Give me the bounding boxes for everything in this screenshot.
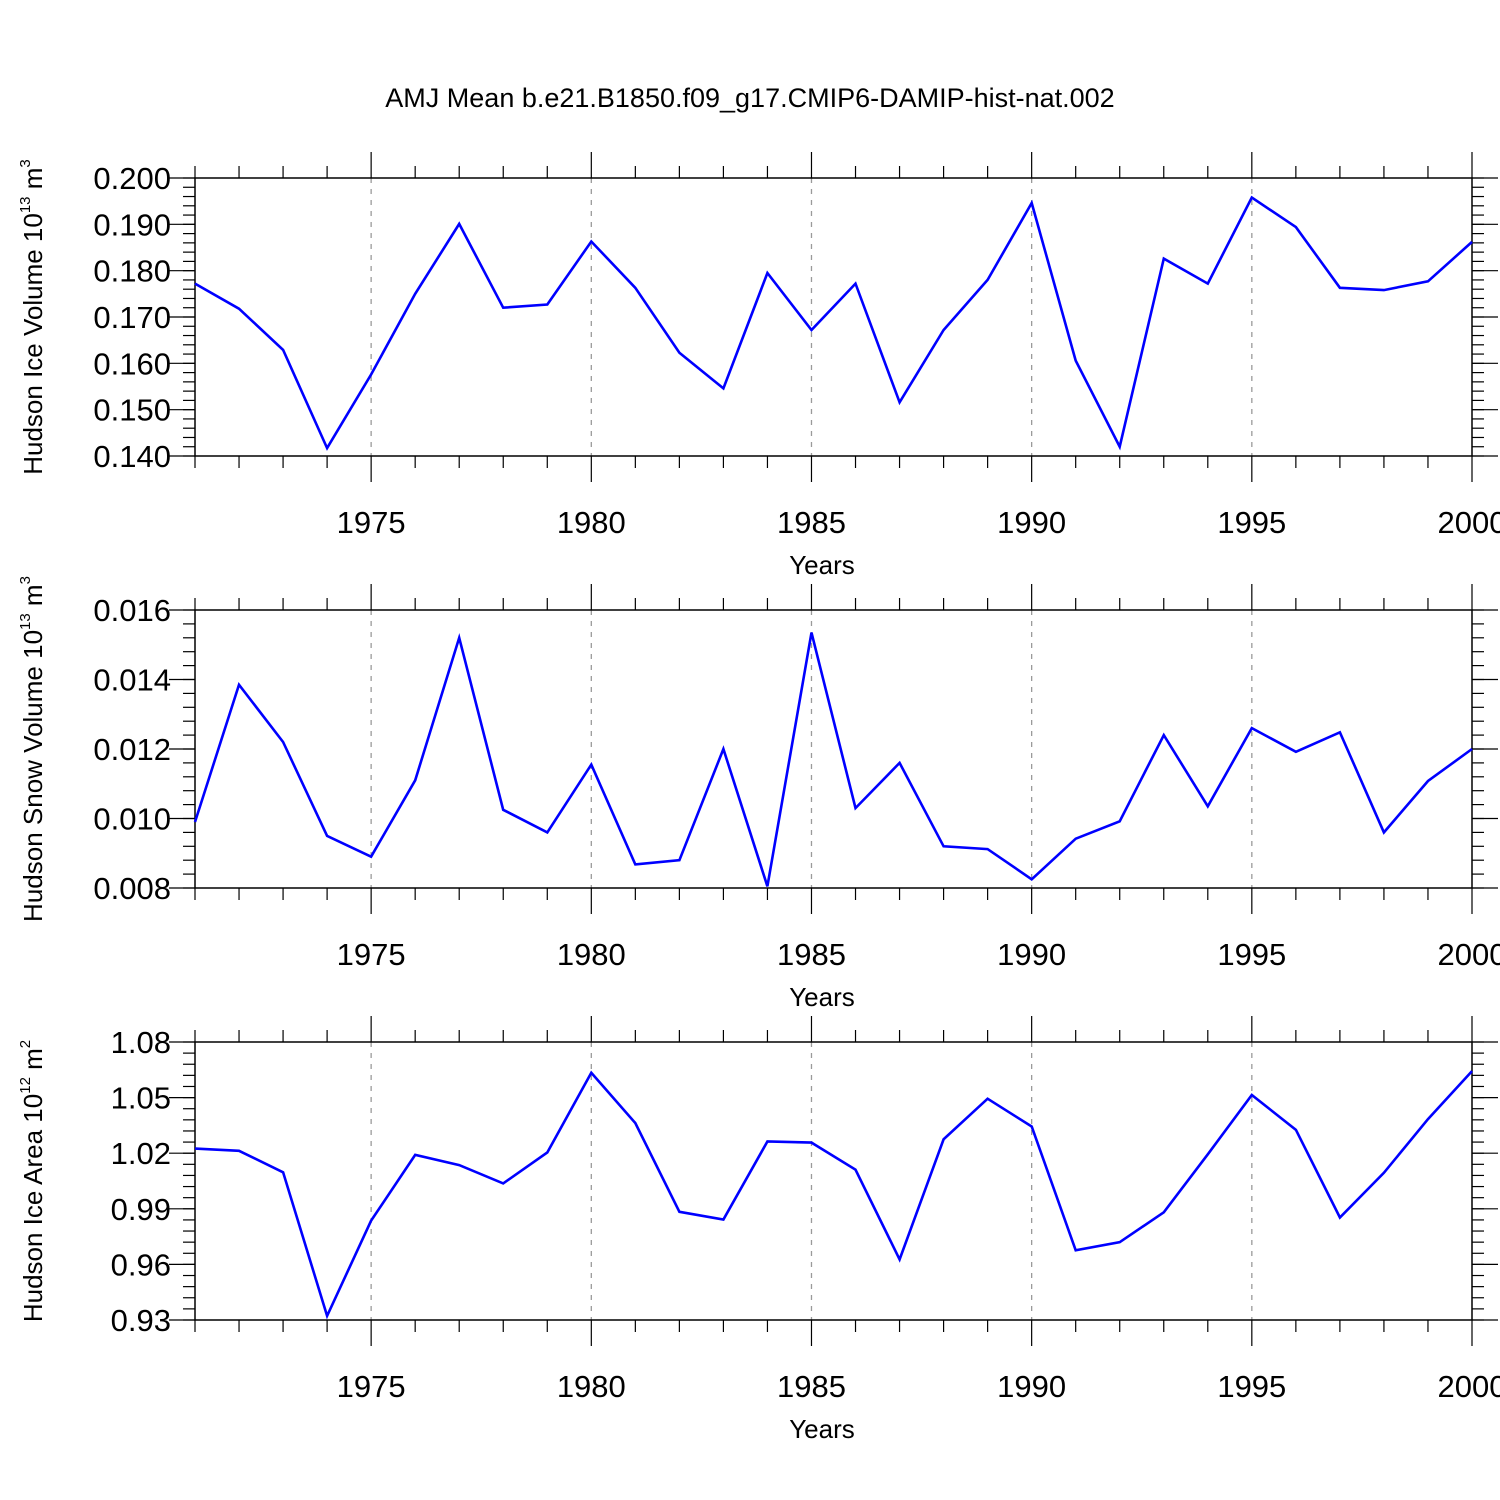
y-tick-label: 0.140 [93,439,171,474]
y-tick-label: 0.180 [93,254,171,289]
panel-1: 0.140 0.150 0.160 0.170 0.180 0.190 0.200 1975 1… [17,152,1500,580]
y-tick-label: 0.99 [111,1192,171,1227]
y-tick-label: 0.010 [93,802,171,837]
x-tick-label: 1995 [1217,937,1286,972]
y-tick-label: 1.05 [111,1081,171,1116]
figure-title: AMJ Mean b.e21.B1850.f09_g17.CMIP6-DAMIP… [385,83,1114,113]
x-tick-label: 2000 [1438,505,1500,540]
panel-3: 0.93 0.96 0.99 1.02 1.05 1.08 1975 1980 1985 1990… [17,1016,1500,1444]
x-tick-label: 1975 [337,505,406,540]
y-axis-label: Hudson Ice Area 1012 m2 [17,1040,48,1322]
x-tick-label: 1995 [1217,1369,1286,1404]
x-tick-label: 1975 [337,937,406,972]
series-line [194,195,1473,451]
y-tick-label: 0.96 [111,1247,171,1282]
y-tick-label: 0.012 [93,732,171,767]
x-tick-label: 1985 [777,1369,846,1404]
plot-frame [194,609,1473,889]
x-tick-label: 1985 [777,937,846,972]
plot-frame [194,1041,1473,1321]
y-tick-label: 1.02 [111,1136,171,1171]
y-axis-label: Hudson Ice Volume 1013 m3 [17,159,48,475]
y-axis-label: Hudson Snow Volume 1013 m3 [17,576,48,922]
y-tick-label: 0.008 [93,871,171,906]
y-tick-label: 0.150 [93,393,171,428]
x-axis-label: Years [789,982,855,1012]
y-tick-label: 0.200 [93,161,171,196]
y-tick-label: 0.014 [93,663,171,698]
y-tick-label: 0.170 [93,300,171,335]
x-tick-label: 1985 [777,505,846,540]
y-tick-label: 0.190 [93,207,171,242]
x-tick-label: 1990 [997,937,1066,972]
series-line [194,1070,1473,1320]
x-tick-label: 1990 [997,505,1066,540]
panels: 0.140 0.150 0.160 0.170 0.180 0.190 0.200 1975 1… [17,152,1500,1444]
x-tick-label: 1980 [557,505,626,540]
panel-2: 0.008 0.010 0.012 0.014 0.016 1975 1980 1985 199… [17,576,1500,1012]
x-tick-label: 1990 [997,1369,1066,1404]
x-tick-label: 2000 [1438,937,1500,972]
x-axis-label: Years [789,1414,855,1444]
y-tick-label: 0.93 [111,1303,171,1338]
plot-frame [194,177,1473,457]
x-tick-label: 1975 [337,1369,406,1404]
y-tick-label: 0.016 [93,593,171,628]
series-line [193,632,1473,887]
x-tick-label: 1980 [557,1369,626,1404]
x-axis-label: Years [789,550,855,580]
y-tick-label: 1.08 [111,1025,171,1060]
y-tick-label: 0.160 [93,346,171,381]
x-tick-label: 1980 [557,937,626,972]
x-tick-label: 1995 [1217,505,1286,540]
x-tick-label: 2000 [1438,1369,1500,1404]
